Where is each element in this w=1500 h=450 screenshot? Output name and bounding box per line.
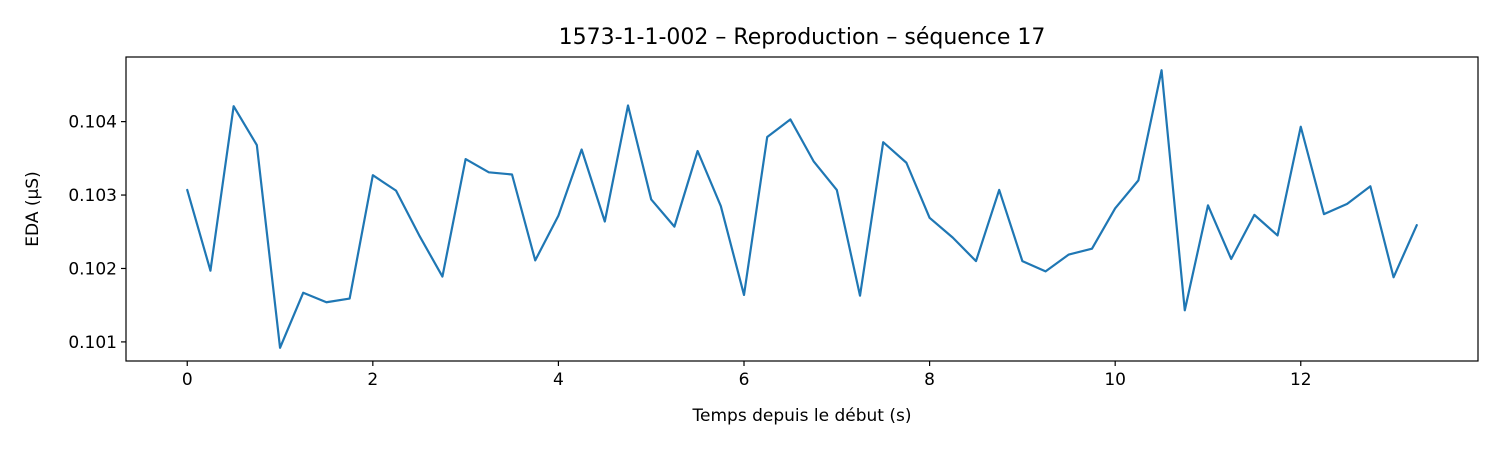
chart-title: 1573-1-1-002 – Reproduction – séquence 1…	[559, 25, 1046, 50]
axes-frame	[125, 56, 1479, 362]
x-tick-label: 8	[924, 370, 935, 390]
x-tick-label: 12	[1290, 370, 1312, 390]
y-tick-label: 0.103	[68, 186, 117, 206]
y-axis-label: EDA (µS)	[23, 171, 43, 246]
plot-area: 0 2 4 6 8 10 12 0.101 0.102 0.103 0.104	[68, 56, 1479, 390]
x-tick-label: 2	[367, 370, 378, 390]
x-tick-label: 6	[739, 370, 750, 390]
y-tick-label: 0.104	[68, 113, 117, 133]
x-tick-label: 4	[553, 370, 564, 390]
x-tick-label: 10	[1104, 370, 1126, 390]
x-axis-label: Temps depuis le début (s)	[692, 406, 912, 426]
y-tick-label: 0.102	[68, 259, 117, 279]
y-tick-label: 0.101	[68, 333, 117, 353]
x-tick-label: 0	[182, 370, 193, 390]
eda-series-line	[186, 69, 1418, 349]
